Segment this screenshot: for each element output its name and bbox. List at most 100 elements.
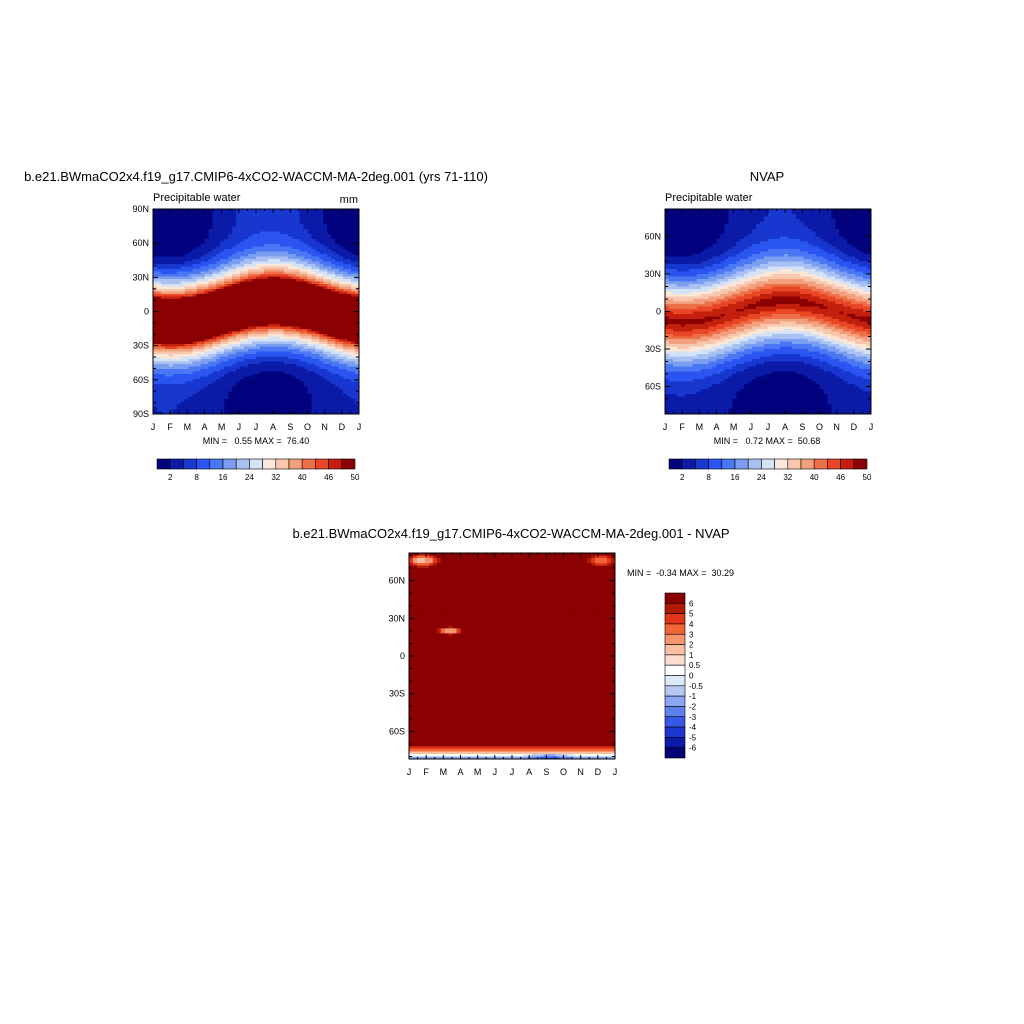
field-cell [295,354,301,357]
field-cell [188,356,194,360]
field-cell [303,389,308,392]
colorbar-swatch [169,458,184,470]
field-cell [291,256,297,260]
field-cell [232,296,237,300]
field-cell [248,274,253,277]
field-cell [248,309,253,312]
field-cell [319,216,324,220]
field-cell [240,344,245,347]
field-cell [240,244,245,247]
field-cell [220,366,225,370]
field-cell [271,404,277,407]
field-cell [232,319,237,322]
field-cell [172,224,178,227]
field-cell [248,251,253,255]
field-cell [216,399,221,402]
field-cell [168,246,174,250]
x-tick-label: J [151,422,156,432]
field-cell [347,399,352,402]
field-cell [252,326,257,330]
field-cell [331,239,336,242]
field-cell [271,289,277,292]
field-cell [271,321,277,325]
field-cell [212,341,217,345]
field-cell [160,379,166,382]
field-cell [200,356,205,360]
field-cell [299,399,304,402]
field-cell [335,399,340,402]
field-cell [176,224,182,227]
field-cell [232,274,237,277]
field-cell [232,221,237,225]
field-cell [184,294,190,297]
field-cell [208,369,213,372]
field-cell [248,324,253,327]
field-cell [200,366,205,370]
field-cell [196,326,201,330]
field-cell [291,359,297,362]
field-cell [176,229,182,232]
field-cell [339,276,344,280]
field-cell [164,286,170,290]
field-cell [299,309,304,312]
field-cell [319,336,324,340]
field-cell [319,386,324,390]
field-cell [256,314,261,317]
field-cell [279,249,285,252]
field-cell [335,289,340,292]
field-cell [176,329,182,332]
field-cell [343,284,348,287]
field-cell [263,341,269,345]
field-cell [196,396,201,400]
field-cell [259,369,265,372]
field-cell [160,214,166,217]
field-cell [244,321,249,325]
field-cell [252,354,257,357]
field-cell [347,276,352,280]
field-cell [331,259,336,262]
field-cell [204,274,209,277]
y-tick-label: 90S [133,409,149,419]
field-cell [275,399,281,402]
field-cell [343,219,348,222]
field-cell [180,309,186,312]
field-cell [299,269,304,272]
field-cell [228,404,233,407]
field-cell [323,339,328,342]
field-cell [347,304,352,307]
field-cell [335,249,340,252]
field-cell [291,339,297,342]
field-cell [184,264,190,267]
field-cell [208,291,213,295]
field-cell [168,309,174,312]
field-cell [267,251,273,255]
field-cell [331,381,336,385]
field-cell [347,286,352,290]
field-cell [331,214,336,217]
field-cell [311,391,316,395]
field-cell [283,404,289,407]
field-cell [311,311,316,315]
field-cell [172,356,178,360]
field-cell [244,346,249,350]
field-cell [224,234,229,237]
field-cell [236,344,241,347]
field-cell [172,316,178,320]
field-cell [228,321,233,325]
field-cell [351,329,356,332]
field-cell [248,256,253,260]
field-cell [279,329,285,332]
field-cell [252,266,257,270]
field-cell [271,371,277,375]
field-cell [299,364,304,367]
field-cell [307,321,312,325]
field-cell [232,249,237,252]
field-cell [232,371,237,375]
field-cell [188,369,194,372]
field-cell [263,244,269,247]
field-cell [220,386,225,390]
field-cell [315,226,320,230]
field-cell [335,221,340,225]
field-cell [236,299,241,302]
field-cell [180,256,186,260]
